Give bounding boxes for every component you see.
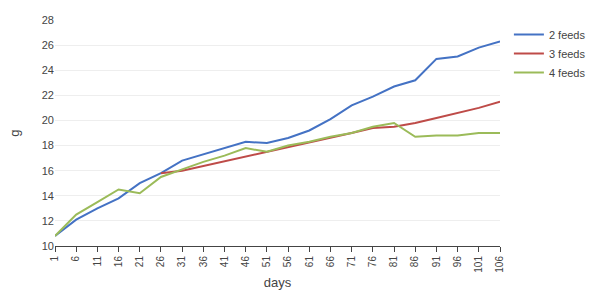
svg-text:10: 10 xyxy=(42,240,54,252)
svg-text:56: 56 xyxy=(282,256,293,268)
svg-text:81: 81 xyxy=(388,256,399,268)
svg-text:76: 76 xyxy=(367,256,378,268)
svg-text:14: 14 xyxy=(42,190,54,202)
svg-text:106: 106 xyxy=(494,256,505,273)
svg-text:28: 28 xyxy=(42,14,54,26)
svg-text:2 feeds: 2 feeds xyxy=(549,29,586,41)
svg-text:12: 12 xyxy=(42,215,54,227)
svg-text:20: 20 xyxy=(42,114,54,126)
svg-text:21: 21 xyxy=(134,256,145,268)
svg-text:24: 24 xyxy=(42,64,54,76)
svg-text:26: 26 xyxy=(42,39,54,51)
svg-text:101: 101 xyxy=(473,256,484,273)
svg-text:26: 26 xyxy=(155,256,166,268)
svg-text:61: 61 xyxy=(304,256,315,268)
svg-text:g: g xyxy=(7,129,22,136)
svg-text:3 feeds: 3 feeds xyxy=(549,48,586,60)
svg-text:51: 51 xyxy=(261,256,272,268)
svg-text:96: 96 xyxy=(452,256,463,268)
svg-text:66: 66 xyxy=(325,256,336,268)
svg-text:4 feeds: 4 feeds xyxy=(549,67,586,79)
svg-text:16: 16 xyxy=(113,256,124,268)
svg-text:46: 46 xyxy=(240,256,251,268)
svg-text:22: 22 xyxy=(42,89,54,101)
svg-text:31: 31 xyxy=(176,256,187,268)
svg-text:71: 71 xyxy=(346,256,357,268)
svg-text:6: 6 xyxy=(70,256,81,262)
svg-text:86: 86 xyxy=(409,256,420,268)
svg-text:days: days xyxy=(264,275,292,290)
svg-text:1: 1 xyxy=(49,256,60,262)
svg-text:16: 16 xyxy=(42,165,54,177)
svg-text:91: 91 xyxy=(431,256,442,268)
svg-text:36: 36 xyxy=(198,256,209,268)
svg-text:11: 11 xyxy=(92,256,103,267)
svg-text:41: 41 xyxy=(219,256,230,268)
svg-text:18: 18 xyxy=(42,139,54,151)
